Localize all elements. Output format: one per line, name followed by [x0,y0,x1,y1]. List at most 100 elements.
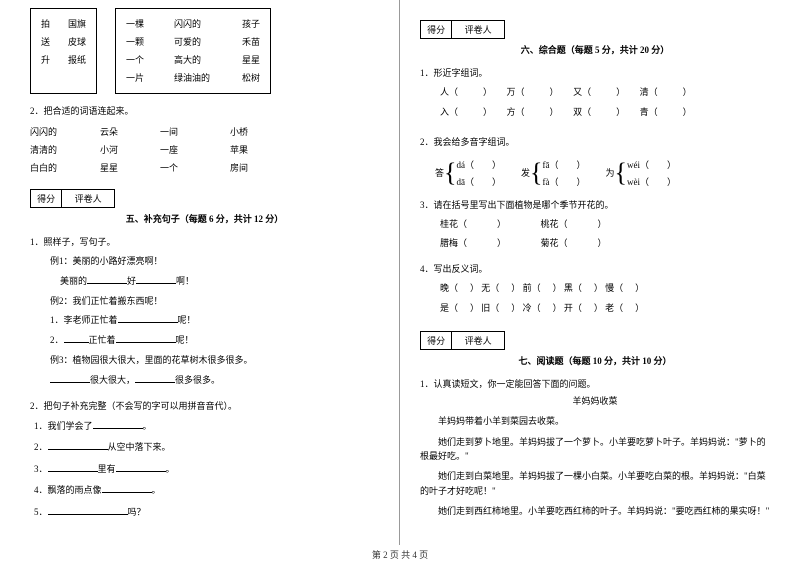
pair-3-1: 白白的 [30,159,100,177]
pair-1-4: 小桥 [230,123,290,141]
blank[interactable] [102,483,152,493]
s6-q2: 2．我会给多音字组词。 [420,135,770,148]
s5-l3: 很大很大，很多很多。 [50,371,379,391]
reading-title: 羊妈妈收菜 [420,394,770,408]
score-label: 得分 [31,190,62,207]
s5-l1-end: 呢！ [178,315,196,325]
blank[interactable] [135,373,175,383]
pair-2-2: 小河 [100,141,160,159]
blank[interactable] [116,333,176,343]
c: 腊梅（ [440,238,467,248]
box1-r2c2: 皮球 [68,33,86,51]
box1-r3c1: 升 [41,51,50,69]
s5-ex1: 例1：美丽的小路好漂亮啊！ [50,252,379,272]
txt: 4．飘落的雨点像 [34,485,102,495]
c: 双（ [573,107,591,117]
word-box-2: 一棵闪闪的孩子 一颗可爱的禾苗 一个高大的星星 一片绿油油的松树 [115,8,271,94]
c: 入（ [440,107,458,117]
c: 老（ [605,303,623,313]
c: ） [683,107,692,117]
c: 旧（ [481,303,499,313]
pinyin-group-1: 答 { dá（ ） dā（ ） [435,158,501,188]
c: ） [635,303,644,313]
box2-r1c3: 孩子 [242,15,260,33]
c: ） [683,87,692,97]
pinyin-item: dá（ ） [457,158,502,171]
blank[interactable] [48,440,108,450]
c: 无（ [481,283,499,293]
pinyin-item: wèi（ ） [627,175,676,188]
c: ） [470,303,479,313]
c: 方（ [507,107,525,117]
s5-ex2: 例2：我们正忙着搬东西呢！ [50,292,379,312]
c: 桂花（ [440,219,467,229]
reading-p3: 她们走到白菜地里。羊妈妈拔了一棵小白菜。小羊要吃白菜的根。羊妈妈说："白菜的叶子… [420,469,770,498]
s5-l2-a: 2． [50,335,64,345]
c: ） [550,107,559,117]
pair-3-4: 房间 [230,159,290,177]
blank[interactable] [136,274,176,284]
reading-passage: 羊妈妈收菜 羊妈妈带着小羊到菜园去收菜。 她们走到萝卜地里。羊妈妈拔了一个萝卜。… [420,394,770,519]
blank[interactable] [93,419,143,429]
box2-r1c2: 闪闪的 [174,15,224,33]
score-box-6: 得分 评卷人 [420,20,505,39]
txt: 吗？ [128,507,146,517]
blank[interactable] [116,462,166,472]
s6-q4-r1: 晚（） 无（） 前（） 黑（） 慢（） [440,279,770,299]
c: 黑（ [564,283,582,293]
s5-l2-mid: 正忙着 [89,335,116,345]
box2-r4c1: 一片 [126,69,156,87]
s6-q1-r2: 入（） 方（） 双（） 青（） [440,103,770,123]
pair-1-2: 云朵 [100,123,160,141]
p: fā（ [543,160,559,170]
pinyin-item: wéi（ ） [627,158,676,171]
s5-l3b: 很多很多。 [175,375,220,385]
c: ） [598,238,607,248]
box2-r1c1: 一棵 [126,15,156,33]
blank[interactable] [50,373,90,383]
c: ） [511,303,520,313]
txt: 里有 [98,464,116,474]
pair-3-2: 星星 [100,159,160,177]
blank[interactable] [48,462,98,472]
c: ） [594,303,603,313]
reading-p1: 羊妈妈带着小羊到菜园去收菜。 [420,414,770,428]
blank[interactable] [87,274,127,284]
s6-q1-r1: 人（） 万（） 又（） 清（） [440,83,770,103]
pinyin-item: fà（ ） [543,175,586,188]
s5-l1: 1．李老师正忙着呢！ [50,311,379,331]
s6-q4-r2: 是（） 旧（） 冷（） 开（） 老（） [440,299,770,319]
score-label: 得分 [421,332,452,349]
p: wéi（ [627,160,649,170]
score-box-5: 得分 评卷人 [30,189,115,208]
s6-q3-r1: 桂花（） 桃花（） [440,215,770,235]
c: 青（ [640,107,658,117]
box2-r2c1: 一颗 [126,33,156,51]
brace-icon: { [530,160,542,186]
p: dá（ [457,160,475,170]
s5-ex3: 例3：植物园很大很大，里面的花草树木很多很多。 [50,351,379,371]
pinyin-item: fā（ ） [543,158,586,171]
s5-2-5: 5．吗？ [34,502,379,524]
grader-label: 评卷人 [452,21,504,38]
c: 晚（ [440,283,458,293]
blank[interactable] [118,313,178,323]
c: ） [553,283,562,293]
word-boxes: 拍国旗 送皮球 升报纸 一棵闪闪的孩子 一颗可爱的禾苗 一个高大的星星 一片绿油… [30,8,379,94]
p: wèi（ [627,177,649,187]
box1-r3c2: 报纸 [68,51,86,69]
s5-f1c: 啊！ [176,276,194,286]
pair-1-3: 一间 [160,123,230,141]
s5-fill1: 美丽的好啊！ [60,272,379,292]
blank[interactable] [48,505,128,515]
blank[interactable] [64,333,89,343]
c: 桃花（ [541,219,568,229]
char: 为 [606,166,615,179]
word-box-1: 拍国旗 送皮球 升报纸 [30,8,97,94]
box2-r3c2: 高大的 [174,51,224,69]
c: ） [553,303,562,313]
box2-r4c2: 绿油油的 [174,69,224,87]
char: 发 [521,166,530,179]
p: dā（ [457,177,475,187]
c: 开（ [564,303,582,313]
